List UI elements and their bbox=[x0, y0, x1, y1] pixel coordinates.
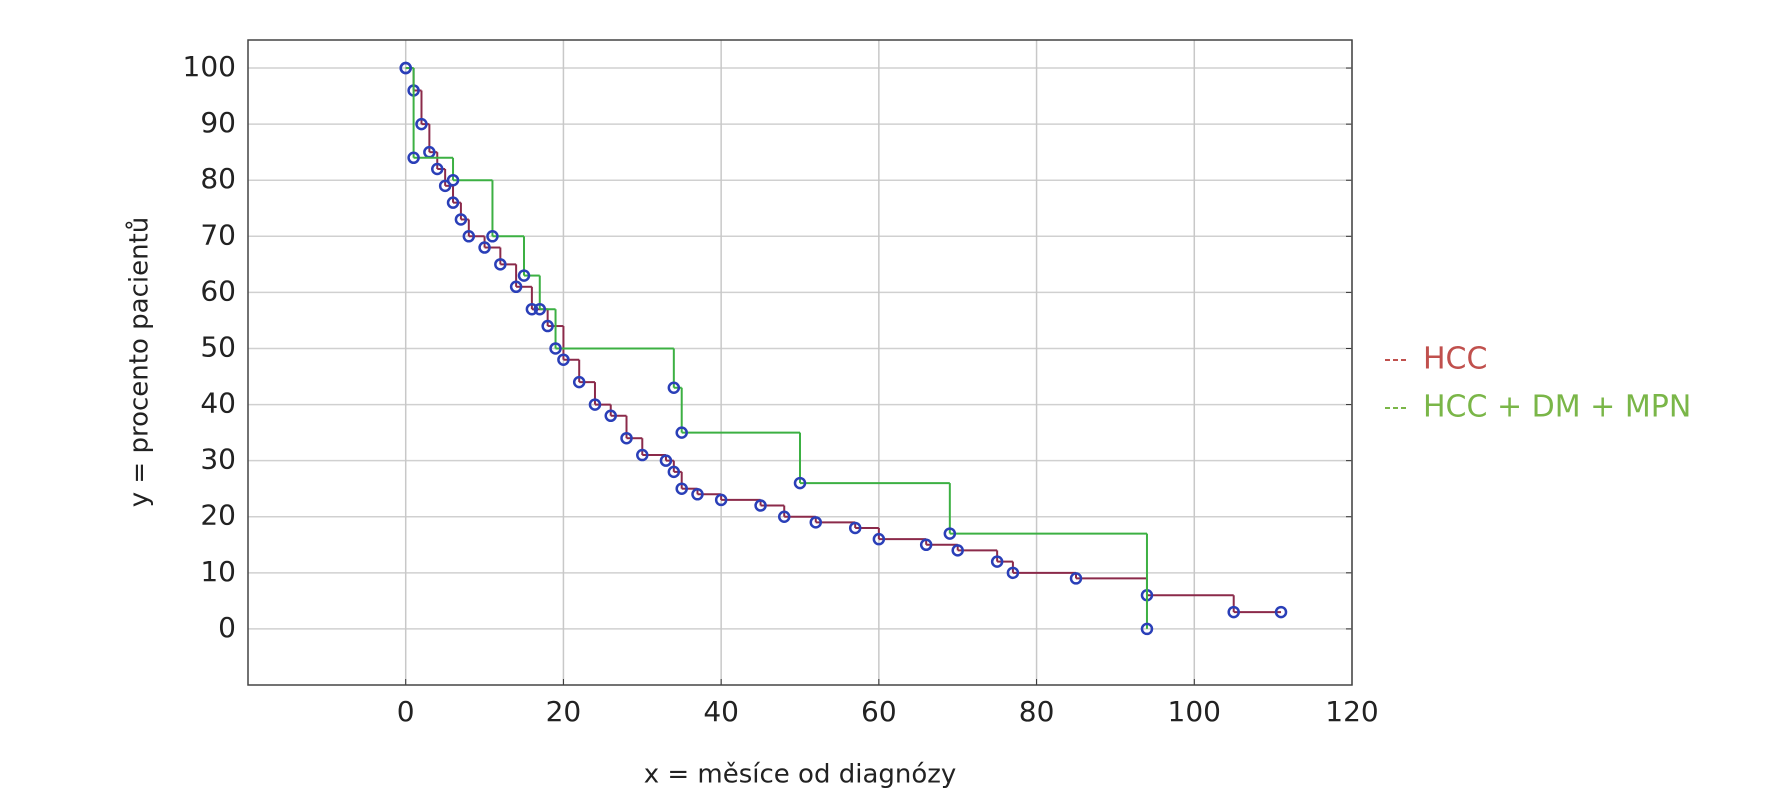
y-tick-label: 90 bbox=[200, 106, 236, 139]
x-tick-label: 0 bbox=[397, 695, 415, 728]
y-tick-label: 70 bbox=[200, 218, 236, 251]
censor-marker bbox=[667, 381, 681, 394]
censor-marker bbox=[415, 117, 428, 131]
censor-marker bbox=[872, 532, 886, 546]
y-tick-label: 100 bbox=[183, 50, 236, 83]
censor-marker bbox=[777, 510, 791, 523]
censor-marker bbox=[486, 230, 499, 243]
censor-marker bbox=[557, 353, 570, 366]
censor-marker bbox=[431, 162, 444, 176]
censor-marker bbox=[525, 302, 539, 316]
censor-marker bbox=[604, 409, 617, 423]
censor-marker bbox=[454, 213, 468, 226]
censor-marker bbox=[675, 426, 688, 439]
censor-marker bbox=[478, 241, 491, 254]
censor-marker bbox=[1140, 622, 1154, 636]
censor-marker bbox=[990, 555, 1004, 568]
censor-marker bbox=[541, 319, 554, 333]
censor-marker bbox=[848, 521, 862, 535]
censor-marker bbox=[667, 465, 681, 479]
censor-marker bbox=[659, 454, 673, 467]
censor-marker bbox=[407, 151, 420, 165]
legend-label: HCC bbox=[1423, 342, 1487, 377]
censor-marker bbox=[620, 431, 633, 445]
y-tick-label: 50 bbox=[200, 330, 236, 363]
censor-marker bbox=[509, 280, 523, 294]
censor-marker bbox=[943, 527, 957, 540]
censor-marker bbox=[951, 544, 964, 557]
censor-marker bbox=[636, 448, 649, 462]
x-tick-label: 60 bbox=[861, 695, 897, 728]
x-tick-label: 40 bbox=[703, 695, 739, 728]
y-tick-label: 40 bbox=[200, 387, 236, 420]
y-tick-label: 10 bbox=[200, 555, 236, 588]
y-tick-label: 80 bbox=[200, 162, 236, 195]
censor-marker bbox=[446, 196, 460, 209]
y-tick-label: 20 bbox=[200, 499, 236, 532]
censor-marker bbox=[754, 499, 767, 512]
censor-marker bbox=[494, 258, 507, 271]
y-tick-label: 30 bbox=[200, 443, 236, 476]
censor-marker bbox=[1227, 605, 1240, 619]
legend-label: HCC + DM + MPN bbox=[1423, 390, 1691, 425]
censor-marker bbox=[793, 476, 807, 490]
x-tick-label: 20 bbox=[546, 695, 582, 728]
x-tick-label: 80 bbox=[1019, 695, 1055, 728]
censor-marker bbox=[572, 375, 586, 389]
censor-marker bbox=[919, 538, 933, 552]
censor-marker bbox=[399, 61, 412, 75]
censor-marker bbox=[533, 302, 547, 316]
censor-marker bbox=[549, 342, 562, 355]
y-tick-label: 0 bbox=[218, 611, 236, 644]
censor-marker bbox=[691, 488, 704, 501]
plot-frame bbox=[247, 39, 1353, 686]
y-tick-label: 60 bbox=[200, 274, 236, 307]
censor-marker bbox=[517, 269, 531, 282]
censor-marker bbox=[1006, 566, 1020, 580]
censor-marker bbox=[1274, 605, 1288, 619]
censor-marker bbox=[588, 398, 602, 411]
censor-marker bbox=[809, 516, 823, 529]
censor-marker bbox=[446, 173, 460, 187]
censor-marker bbox=[438, 179, 452, 193]
x-tick-label: 120 bbox=[1325, 695, 1378, 728]
censor-marker bbox=[675, 482, 688, 495]
x-axis-title: x = měsíce od diagnózy bbox=[644, 760, 957, 790]
x-tick-label: 100 bbox=[1168, 695, 1221, 728]
censor-marker bbox=[1069, 572, 1083, 585]
censor-marker bbox=[714, 493, 728, 507]
y-axis-title: y = procento pacientů bbox=[125, 217, 155, 507]
censor-marker bbox=[462, 230, 476, 243]
